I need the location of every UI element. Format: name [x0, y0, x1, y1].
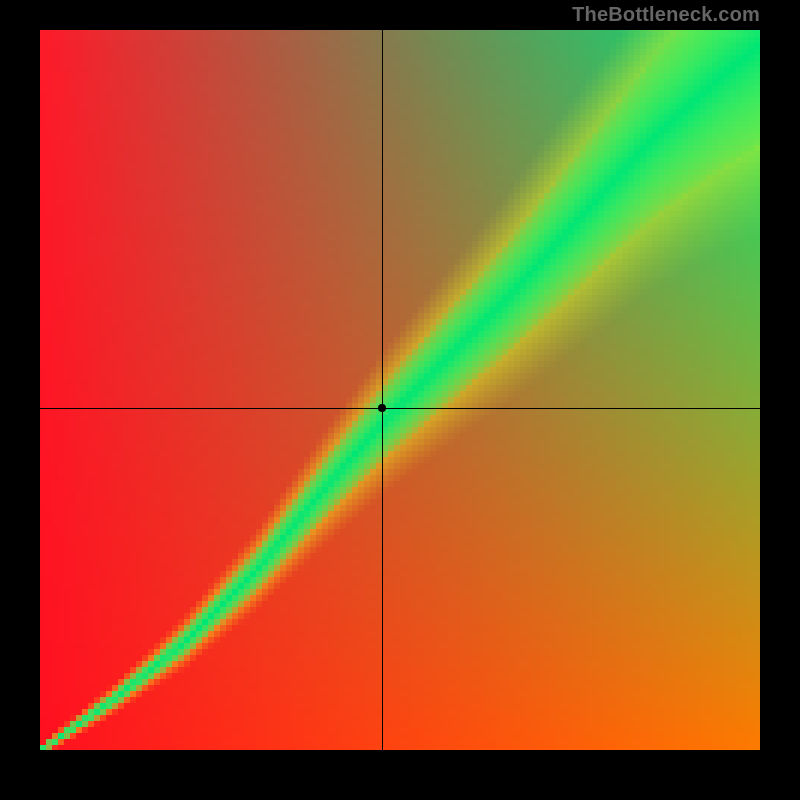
bottleneck-heatmap [40, 30, 760, 750]
heatmap-canvas [40, 30, 760, 750]
watermark-label: TheBottleneck.com [572, 4, 760, 27]
